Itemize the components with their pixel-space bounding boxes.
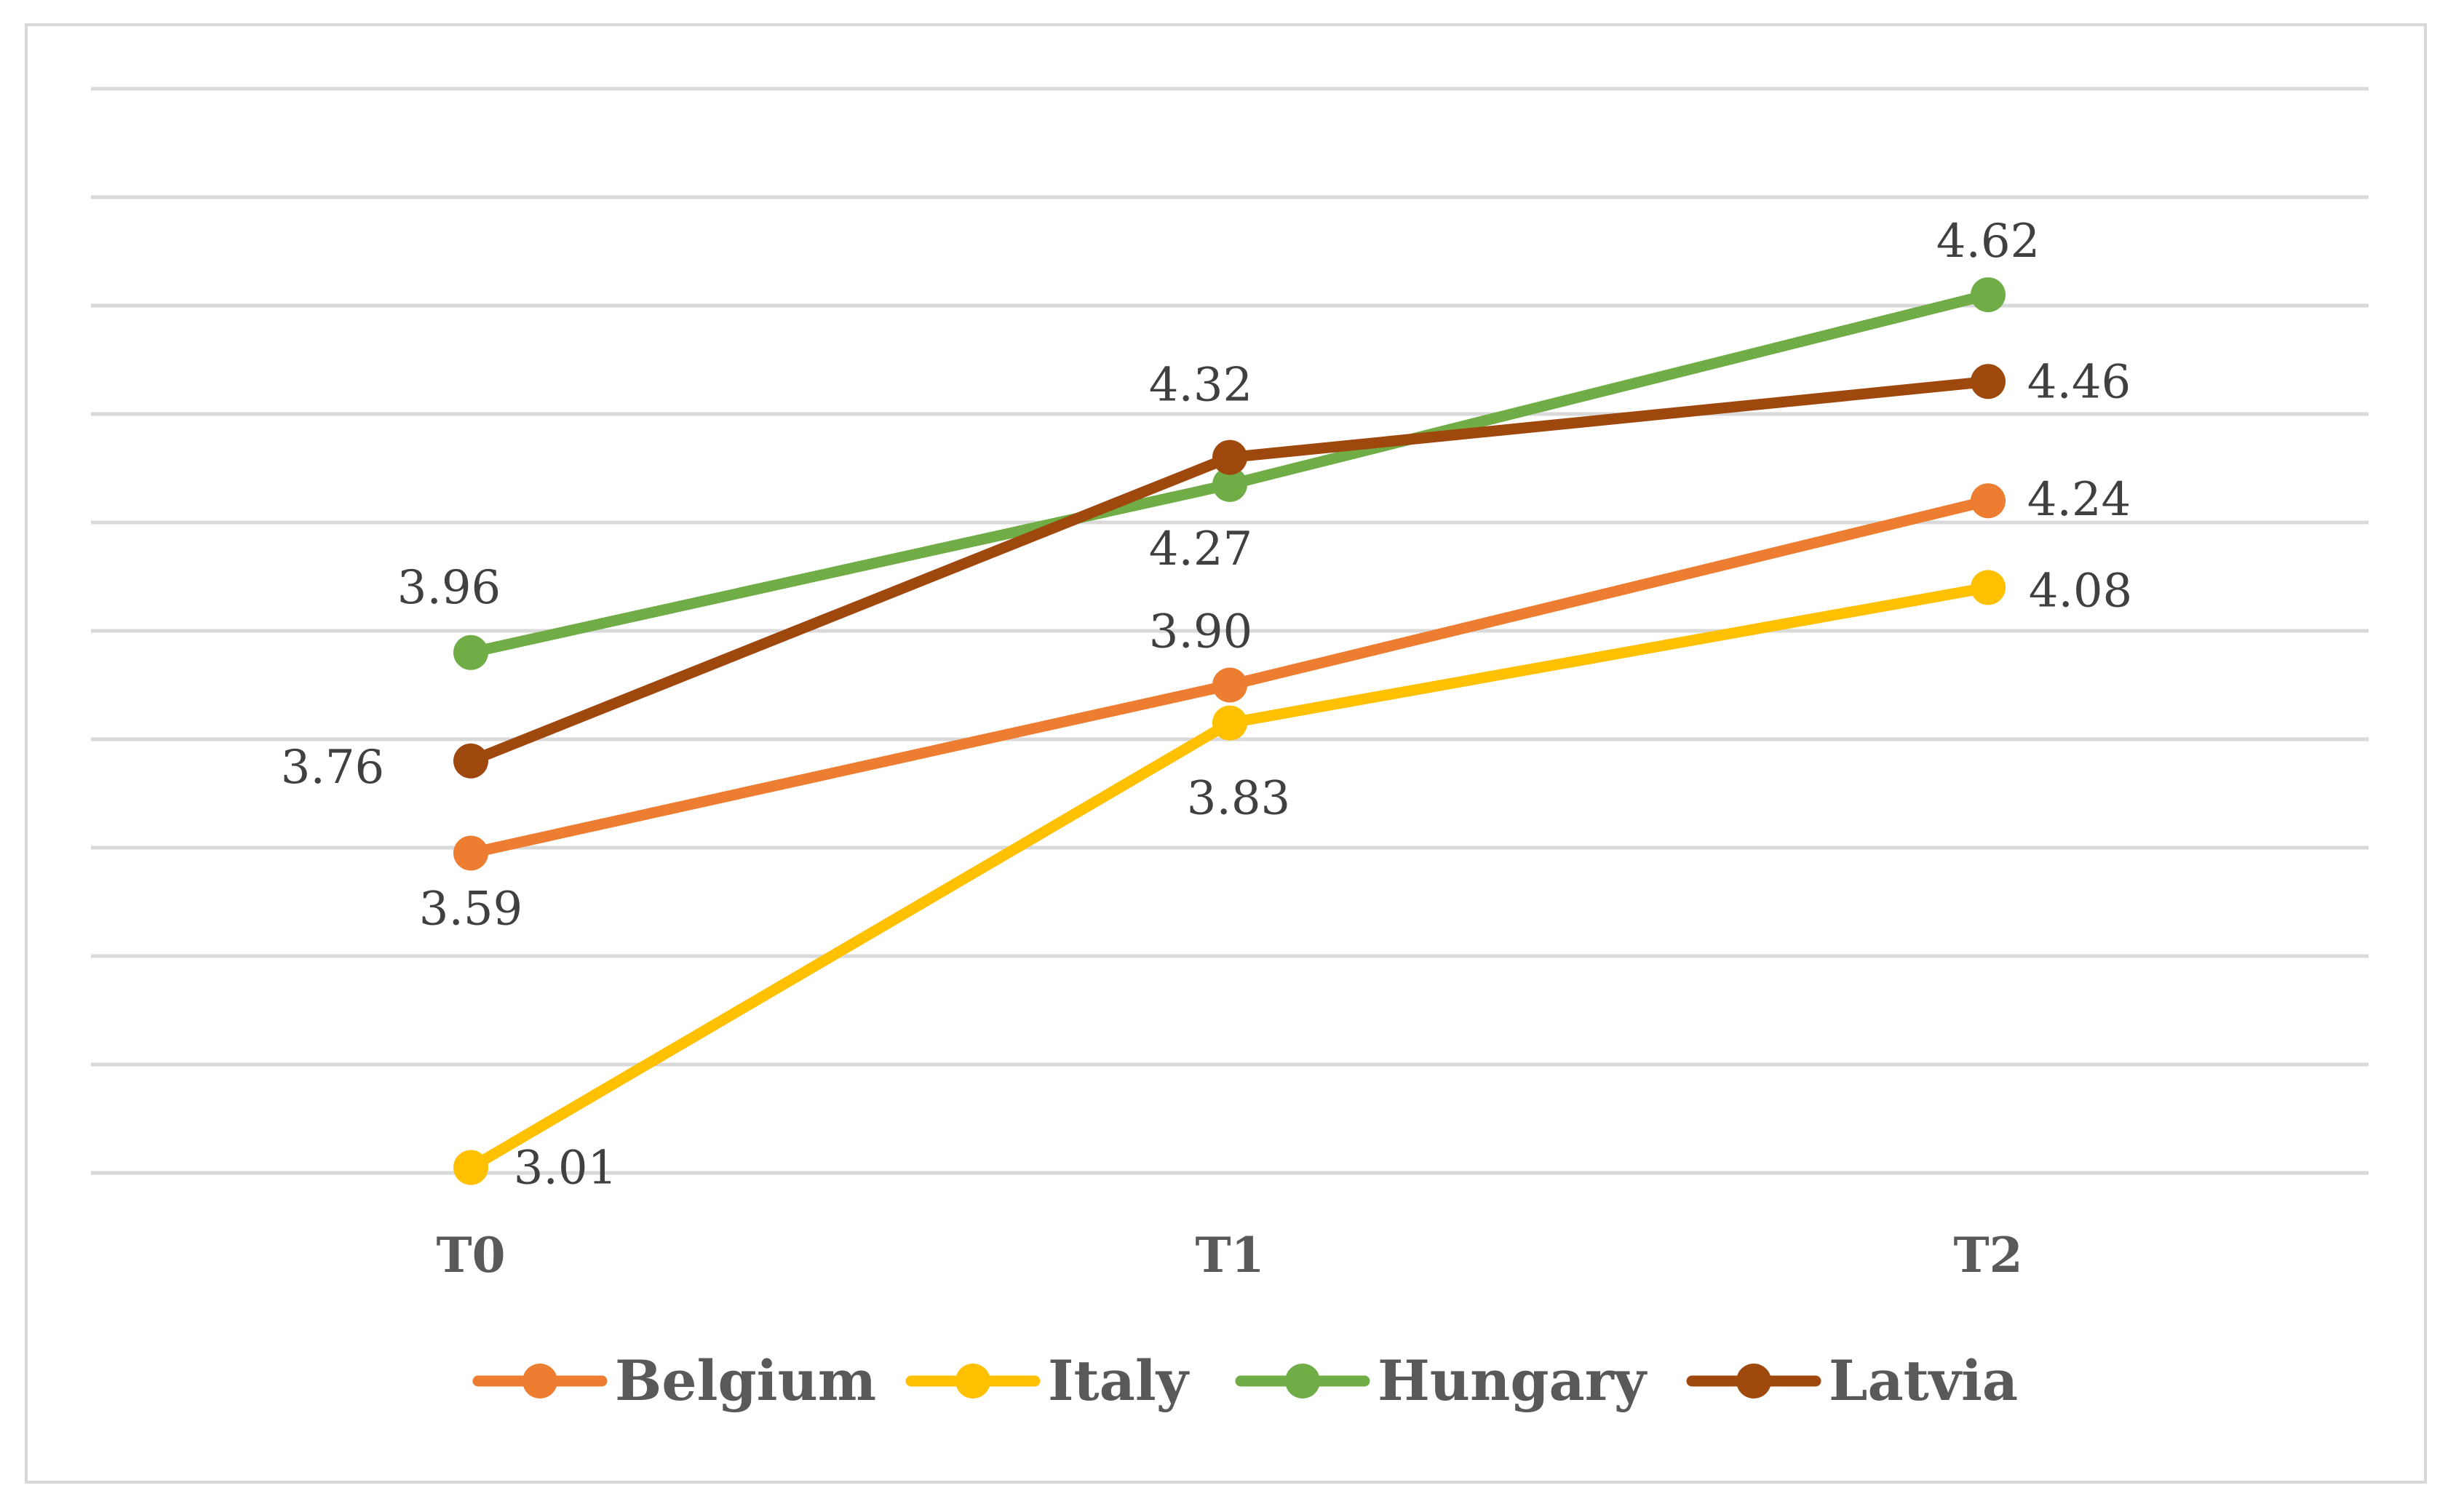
data-label-hungary-t2: 4.62 [1936, 215, 2040, 268]
point-hungary-t2 [1971, 277, 2006, 313]
data-label-italy-t2: 4.08 [2029, 564, 2133, 618]
x-tick-label: T2 [1953, 1227, 2022, 1284]
legend-item-latvia: Latvia [1686, 1348, 2018, 1413]
data-label-italy-t0: 3.01 [514, 1142, 618, 1195]
data-label-latvia-t0: 3.76 [281, 741, 385, 795]
legend-label-latvia: Latvia [1829, 1348, 2018, 1413]
x-tick-label: T0 [436, 1227, 505, 1284]
data-label-belgium-t0: 3.59 [419, 882, 523, 936]
chart-frame [25, 23, 2427, 1484]
legend: Belgium Italy Hungary Latvia [472, 1348, 2018, 1413]
series-markers [453, 277, 2006, 1185]
legend-marker-belgium [522, 1364, 557, 1398]
legend-marker-latvia [1736, 1364, 1771, 1398]
point-belgium-t1 [1212, 667, 1247, 703]
x-axis-ticks: T0 T1 T2 [436, 1227, 2022, 1284]
point-latvia-t2 [1971, 364, 2006, 399]
data-label-latvia-t2: 4.46 [2027, 355, 2131, 409]
point-italy-t2 [1971, 570, 2006, 605]
x-tick-label: T1 [1195, 1227, 1264, 1284]
legend-marker-hungary [1285, 1364, 1320, 1398]
point-belgium-t2 [1971, 483, 2006, 519]
legend-item-belgium: Belgium [472, 1348, 876, 1413]
point-latvia-t0 [453, 743, 488, 779]
data-label-hungary-t0: 3.96 [397, 561, 501, 615]
legend-label-belgium: Belgium [615, 1348, 876, 1413]
legend-label-hungary: Hungary [1378, 1348, 1648, 1413]
point-belgium-t0 [453, 835, 488, 871]
data-label-belgium-t2: 4.24 [2027, 473, 2131, 527]
point-italy-t0 [453, 1150, 488, 1185]
data-labels: 3.59 3.90 4.24 3.01 3.83 4.08 3.96 4.27 4.62 3.76… [281, 215, 2133, 1195]
legend-label-italy: Italy [1048, 1348, 1190, 1413]
legend-marker-italy [955, 1364, 990, 1398]
legend-item-hungary: Hungary [1235, 1348, 1648, 1413]
point-italy-t1 [1212, 705, 1247, 741]
data-label-hungary-t1: 4.27 [1149, 522, 1253, 576]
data-label-italy-t1: 3.83 [1187, 772, 1291, 826]
data-label-latvia-t1: 4.32 [1149, 359, 1253, 413]
data-label-belgium-t1: 3.90 [1149, 605, 1253, 659]
point-latvia-t1 [1212, 439, 1247, 475]
point-hungary-t0 [453, 634, 488, 670]
point-hungary-t1 [1212, 466, 1247, 502]
legend-item-italy: Italy [905, 1348, 1190, 1413]
